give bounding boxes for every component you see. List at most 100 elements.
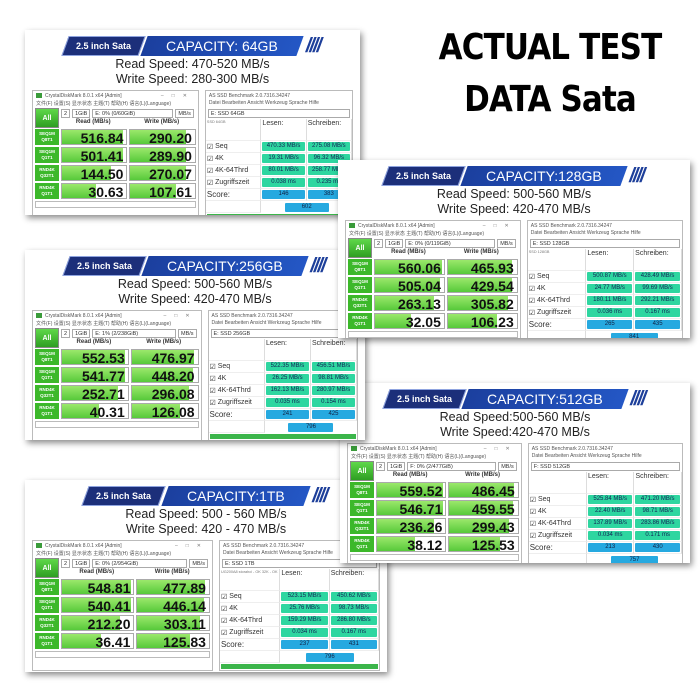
cdm-test-button[interactable]: SEQ1M Q1T1 <box>350 500 374 516</box>
drive-select[interactable]: E: 0% (0/119GiB) <box>405 239 496 248</box>
menu-bar[interactable]: 文件(F) 设置(S) 显示状态 主题(T) 帮助(H) 语言(L)(Langu… <box>36 101 172 107</box>
comment-field[interactable] <box>348 331 518 338</box>
window-controls[interactable]: –□✕ <box>174 542 209 549</box>
menu-bar[interactable]: 文件(F) 设置(S) 显示状态 主题(T) 帮助(H) 语言(L)(Langu… <box>349 231 485 237</box>
all-button[interactable]: All <box>35 328 59 348</box>
size-select[interactable]: 1GiB <box>385 239 404 248</box>
comment-field[interactable] <box>35 651 210 658</box>
read-value: 540.41 <box>87 598 131 613</box>
read-bar <box>62 598 131 612</box>
unit-select[interactable]: MB/s <box>497 239 516 248</box>
drive-select[interactable]: F: 0% (2/477GiB) <box>407 462 497 471</box>
cdm-test-button[interactable]: SEQ1M Q8T1 <box>350 482 374 498</box>
drive-select[interactable]: E: 0% (2/954GiB) <box>92 559 188 568</box>
drive-select[interactable]: E: SSD 1TB <box>221 559 377 568</box>
cdm-test-button[interactable]: RND4K Q32T1 <box>35 615 59 631</box>
cdm-result-row: SEQ1M Q1T1 546.71 459.55 <box>348 499 521 517</box>
crystaldiskmark-window: CrystalDiskMark 8.0.1 x64 [Admin] –□✕ 文件(… <box>347 443 522 563</box>
capacity-banner: 2.5 inch Sata CAPACITY: 64GB //// <box>32 35 353 57</box>
as-read-cell: 500.87 MB/s <box>586 271 635 283</box>
cdm-test-button[interactable]: RND4K Q32T1 <box>350 518 374 534</box>
as-test-name: Seq <box>229 593 242 600</box>
window-title: CrystalDiskMark 8.0.1 x64 [Admin] <box>45 542 122 549</box>
as-row-label: ☑ Zugriffszeit <box>205 177 262 189</box>
cdm-result-row: SEQ1M Q8T1 516.84 290.20 <box>33 128 198 146</box>
cdm-test-button[interactable]: SEQ1M Q1T1 <box>35 597 59 613</box>
cdm-test-button[interactable]: RND4K Q32T1 <box>35 385 59 401</box>
as-read-cell: 19.31 MB/s <box>261 153 307 165</box>
drive-select[interactable]: E: 1% (2/238GiB) <box>92 329 176 338</box>
comment-field[interactable] <box>350 554 519 561</box>
write-bar <box>447 296 509 310</box>
as-test-name: Zugriffszeit <box>229 629 264 636</box>
cdm-test-button[interactable]: SEQ1M Q1T1 <box>348 277 372 293</box>
cdm-test-button[interactable]: RND4K Q1T1 <box>348 313 372 329</box>
cdm-test-button[interactable]: RND4K Q1T1 <box>35 403 59 419</box>
write-bar <box>131 350 194 364</box>
loops-select[interactable]: 2 <box>61 109 71 118</box>
cdm-test-button[interactable]: SEQ1M Q8T1 <box>348 259 372 275</box>
menu-bar[interactable]: Datei Bearbeiten Ansicht Werkzeug Sprach… <box>211 320 322 326</box>
size-select[interactable]: 1GiB <box>387 462 406 471</box>
cdm-result-row: SEQ1M Q8T1 552.53 476.97 <box>33 348 201 366</box>
menu-bar[interactable]: 文件(F) 设置(S) 显示状态 主题(T) 帮助(H) 语言(L)(Langu… <box>36 551 172 557</box>
size-select[interactable]: 1GiB <box>72 109 91 118</box>
benchmark-panel: 2.5 inch Sata CAPACITY:512GB //// Read S… <box>340 383 690 563</box>
cdm-test-button[interactable]: RND4K Q1T1 <box>35 633 59 649</box>
menu-bar[interactable]: 文件(F) 设置(S) 显示状态 主题(T) 帮助(H) 语言(L)(Langu… <box>351 454 487 460</box>
cdm-test-button[interactable]: RND4K Q32T1 <box>348 295 372 311</box>
loops-select[interactable]: 2 <box>374 239 384 248</box>
read-value: 263.13 <box>398 296 441 311</box>
drive-select[interactable]: E: SSD 256GB <box>210 329 355 338</box>
all-button[interactable]: All <box>348 238 372 258</box>
cdm-test-button[interactable]: SEQ1M Q8T1 <box>35 349 59 365</box>
as-write-value: 292.21 MB/s <box>635 296 680 305</box>
loops-select[interactable]: 2 <box>61 559 71 568</box>
loops-select[interactable]: 2 <box>61 329 71 338</box>
test-queue: Q8T1 <box>354 267 366 272</box>
as-write-value: 280.97 MB/s <box>311 386 355 395</box>
write-value: 296.08 <box>151 386 195 401</box>
cdm-test-button[interactable]: SEQ1M Q8T1 <box>35 579 59 595</box>
cdm-test-button[interactable]: RND4K Q1T1 <box>350 536 374 552</box>
menu-bar[interactable]: Datei Bearbeiten Ansicht Werkzeug Sprach… <box>208 100 319 106</box>
write-header: Write (MB/s) <box>154 569 190 575</box>
cdm-test-button[interactable]: RND4K Q32T1 <box>35 165 59 181</box>
drive-select[interactable]: F: SSD 512GB <box>530 462 680 471</box>
read-value: 559.52 <box>399 483 443 498</box>
all-button[interactable]: All <box>350 461 374 481</box>
menu-bar[interactable]: Datei Bearbeiten Ansicht Werkzeug Sprach… <box>222 550 333 556</box>
interface-label: 2.5 inch Sata <box>395 171 451 181</box>
test-queue: Q1T1 <box>356 508 368 513</box>
comment-field[interactable] <box>35 421 199 428</box>
drive-select[interactable]: E: SSD 128GB <box>529 239 680 248</box>
all-button[interactable]: All <box>35 558 59 578</box>
comment-field[interactable] <box>35 201 196 208</box>
loops-select[interactable]: 2 <box>376 462 386 471</box>
cdm-test-button[interactable]: SEQ1M Q1T1 <box>35 147 59 163</box>
cdm-test-button[interactable]: RND4K Q1T1 <box>35 183 59 199</box>
window-controls[interactable]: –□✕ <box>163 312 198 319</box>
window-controls[interactable]: –□✕ <box>160 92 195 99</box>
unit-select[interactable]: MB/s <box>175 109 194 118</box>
test-queue: Q1T1 <box>41 375 53 380</box>
drive-select[interactable]: E: 0% (0/60GiB) <box>92 109 174 118</box>
cdm-test-button[interactable]: SEQ1M Q8T1 <box>35 129 59 145</box>
score-label: Score: <box>527 319 587 331</box>
unit-select[interactable]: MB/s <box>189 559 208 568</box>
unit-select[interactable]: MB/s <box>177 329 197 338</box>
window-controls[interactable]: –□✕ <box>482 222 517 229</box>
cdm-test-button[interactable]: SEQ1M Q1T1 <box>35 367 59 383</box>
drive-select[interactable]: E: SSD 64GB <box>207 109 350 118</box>
menu-bar[interactable]: Datei Bearbeiten Ansicht Werkzeug Sprach… <box>531 453 642 459</box>
unit-select[interactable]: MB/s <box>498 462 517 471</box>
menu-bar[interactable]: 文件(F) 设置(S) 显示状态 主题(T) 帮助(H) 语言(L)(Langu… <box>36 321 172 327</box>
progress-bar <box>209 434 356 439</box>
size-select[interactable]: 1GiB <box>72 329 91 338</box>
size-select[interactable]: 1GiB <box>72 559 91 568</box>
window-controls[interactable]: –□✕ <box>483 445 518 452</box>
read-value: 552.53 <box>81 350 125 365</box>
read-result: 559.52 <box>376 482 447 498</box>
menu-bar[interactable]: Datei Bearbeiten Ansicht Werkzeug Sprach… <box>530 230 641 236</box>
all-button[interactable]: All <box>35 108 59 128</box>
